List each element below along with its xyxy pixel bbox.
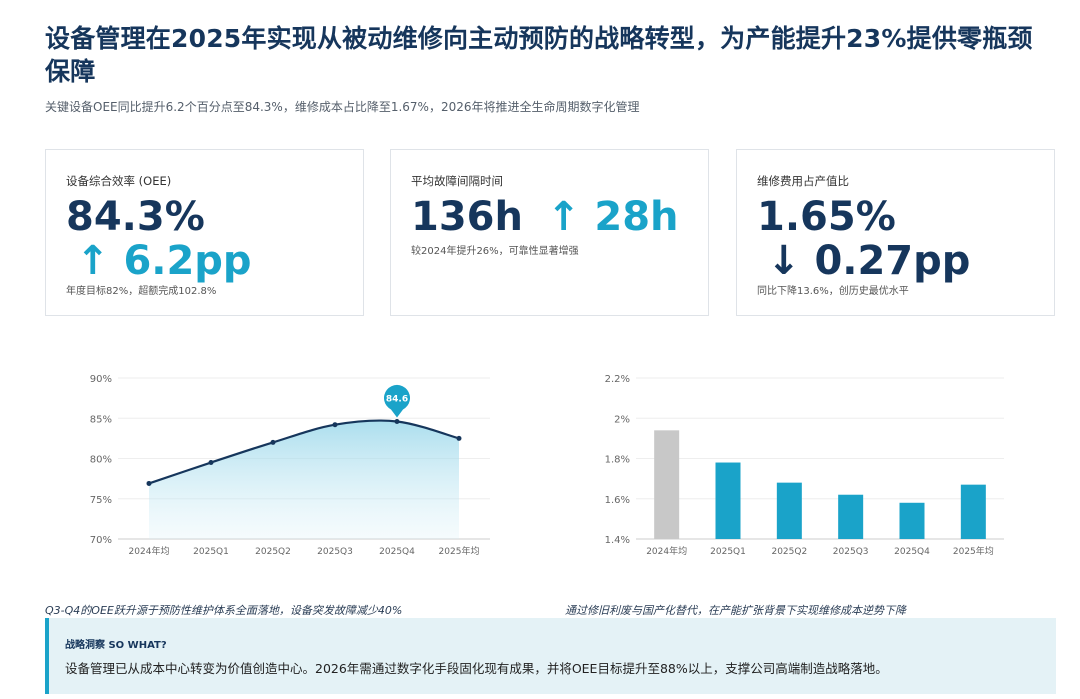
cost-chart-caption: 通过修旧利废与国产化替代，在产能扩张背景下实现维修成本逆势下降 <box>565 604 906 617</box>
highlight-marker <box>384 384 410 418</box>
kpi-value-group: 136h ↑ 28h <box>411 195 679 239</box>
kpi-note: 较2024年提升26%，可靠性显著增强 <box>411 246 579 257</box>
kpi-label: 维修费用占产值比 <box>757 174 849 188</box>
x-tick-label: 2025Q4 <box>379 547 415 557</box>
kpi-delta: ↓ 0.27pp <box>767 238 971 284</box>
y-tick-label: 2% <box>614 414 630 425</box>
x-tick-label: 2025年均 <box>953 545 994 557</box>
cost-bar <box>715 462 741 539</box>
kpi-delta: ↑ 6.2pp <box>76 238 252 284</box>
highlight-label: 84.6 <box>386 394 408 404</box>
cost-bar <box>776 482 802 539</box>
kpi-label: 设备综合效率 (OEE) <box>66 174 172 188</box>
cost-bar <box>838 494 864 539</box>
page-title: 设备管理在2025年实现从被动维修向主动预防的战略转型，为产能提升23%提供零瓶… <box>45 24 1033 86</box>
oee-area <box>149 420 459 539</box>
y-tick-label: 85% <box>90 414 112 425</box>
x-tick-label: 2025Q4 <box>894 547 930 557</box>
oee-point <box>332 422 338 428</box>
y-tick-label: 75% <box>90 495 112 506</box>
kpi-value: 1.65% <box>757 194 896 240</box>
oee-line <box>148 419 460 485</box>
oee-point <box>394 418 400 424</box>
y-tick-label: 2.2% <box>605 374 630 385</box>
y-tick-label: 1.6% <box>605 495 630 506</box>
insight-body: 设备管理已从成本中心转变为价值创造中心。2026年需通过数字化手段固化现有成果，… <box>65 661 888 676</box>
y-tick-label: 90% <box>90 374 112 385</box>
kpi-value: 136h <box>411 194 523 240</box>
x-tick-label: 2025Q2 <box>771 547 807 557</box>
kpi-delta: ↑ 28h <box>546 194 679 240</box>
x-tick-label: 2025Q2 <box>255 547 291 557</box>
cost-bar <box>960 484 986 539</box>
y-tick-label: 1.4% <box>605 535 630 546</box>
y-tick-label: 70% <box>90 535 112 546</box>
x-tick-label: 2025年均 <box>439 545 480 557</box>
cost-bar <box>654 430 680 539</box>
kpi-note: 年度目标82%，超额完成102.8% <box>66 286 217 297</box>
oee-point <box>270 439 276 445</box>
kpi-label: 平均故障间隔时间 <box>411 174 503 188</box>
x-tick-label: 2024年均 <box>129 545 170 557</box>
kpi-card-mtbf: 平均故障间隔时间 136h ↑ 28h 较2024年提升26%，可靠性显著增强 <box>390 149 709 316</box>
x-tick-label: 2025Q3 <box>833 547 869 557</box>
y-tick-label: 1.8% <box>605 455 630 466</box>
strategic-insight-box: 战略洞察 SO WHAT? 设备管理已从成本中心转变为价值创造中心。2026年需… <box>45 618 1056 694</box>
oee-point <box>456 435 462 441</box>
cost-bar <box>899 502 925 539</box>
x-tick-label: 2024年均 <box>646 545 687 557</box>
x-tick-label: 2025Q1 <box>710 547 746 557</box>
kpi-card-oee: 设备综合效率 (OEE) 84.3% ↑ 6.2pp 年度目标82%，超额完成1… <box>45 149 364 316</box>
x-tick-label: 2025Q3 <box>317 547 353 557</box>
y-tick-label: 80% <box>90 455 112 466</box>
kpi-card-maintenance-cost: 维修费用占产值比 1.65% ↓ 0.27pp 同比下降13.6%，创历史最优水… <box>736 149 1055 316</box>
kpi-value: 84.3% <box>66 194 205 240</box>
oee-point <box>146 480 152 486</box>
kpi-note: 同比下降13.6%，创历史最优水平 <box>757 286 909 297</box>
oee-trend-chart: 70% 75% 80% 85% 90% 2024年均 2025Q1 2025Q2 2025Q3 2… <box>90 374 490 557</box>
insight-title: 战略洞察 SO WHAT? <box>65 640 167 651</box>
oee-point <box>208 460 214 466</box>
oee-chart-caption: Q3-Q4的OEE跃升源于预防性维护体系全面落地，设备突发故障减少40% <box>45 604 403 617</box>
x-tick-label: 2025Q1 <box>193 547 229 557</box>
page-subtitle: 关键设备OEE同比提升6.2个百分点至84.3%，维修成本占比降至1.67%，2… <box>45 100 640 114</box>
maintenance-cost-chart: 1.4% 1.6% 1.8% 2% 2.2% 2024年均 2025Q1 2025Q2 2025… <box>605 374 1004 557</box>
